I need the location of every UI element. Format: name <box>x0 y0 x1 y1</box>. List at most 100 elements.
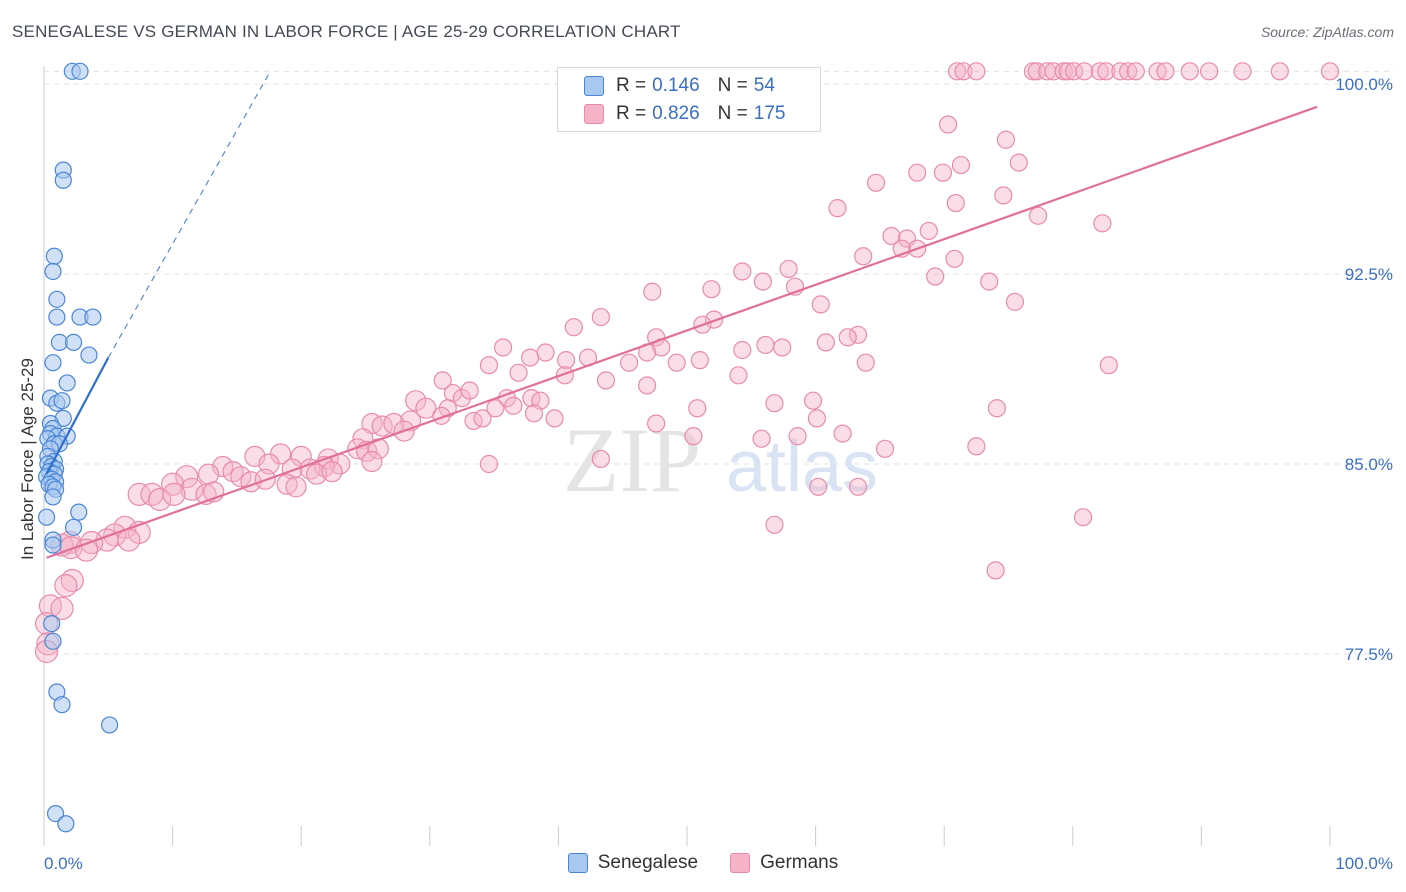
germans-point <box>647 414 666 433</box>
senegalese-point <box>44 354 62 372</box>
senegalese-point <box>43 614 61 633</box>
germans-point <box>638 376 657 395</box>
germans-point <box>926 267 945 286</box>
germans-point <box>1126 62 1145 81</box>
source-label: Source: ZipAtlas.com <box>1260 24 1394 40</box>
germans-point <box>1156 62 1175 81</box>
germans-point <box>967 62 986 81</box>
germans-point <box>729 366 748 385</box>
legend-label-senegalese: Senegalese <box>597 852 699 873</box>
legend-n-value: 54 <box>753 75 775 96</box>
germans-point <box>1200 62 1219 81</box>
germans-point <box>591 449 610 469</box>
germans-point <box>1023 62 1043 81</box>
germans-point <box>702 280 721 299</box>
germans-point <box>1118 62 1138 81</box>
legend-row-germans: R = 0.826 N = 175 <box>584 102 791 126</box>
senegalese-trend-line <box>45 357 110 475</box>
senegalese-point <box>37 508 56 526</box>
legend-n-value: 175 <box>753 103 786 124</box>
series-germans <box>34 62 1340 664</box>
germans-point <box>321 461 343 483</box>
germans-point <box>945 249 964 268</box>
watermark: ZIP atlas <box>563 409 878 511</box>
germans-point <box>954 62 973 81</box>
germans-point <box>509 363 528 382</box>
senegalese-point <box>84 308 102 326</box>
germans-point <box>838 328 857 347</box>
senegalese-point <box>53 696 71 714</box>
germans-point <box>1097 62 1116 81</box>
senegalese-point <box>100 716 119 734</box>
legend-label-germans: Germans <box>760 852 839 873</box>
germans-point <box>779 259 798 279</box>
germans-point <box>1099 356 1118 375</box>
germans-point <box>833 424 852 443</box>
germans-point <box>50 596 74 621</box>
germans-point <box>148 487 172 512</box>
germans-point <box>733 340 752 360</box>
germans-point <box>704 310 724 329</box>
germans-point <box>1093 214 1112 233</box>
germans-point <box>473 409 492 428</box>
germans-point <box>1075 62 1094 81</box>
senegalese-point <box>46 804 65 823</box>
correlation-legend: R = 0.146 N = 54 R = 0.826 N = 175 <box>557 67 821 132</box>
legend-swatch-senegalese <box>567 853 588 873</box>
germans-point <box>479 356 499 375</box>
germans-point <box>1044 62 1063 81</box>
germans-point <box>162 482 186 506</box>
germans-point <box>1005 292 1025 311</box>
legend-item-senegalese: Senegalese <box>567 852 699 874</box>
germans-point <box>967 437 986 456</box>
y-tick-label: 100.0% <box>1335 75 1393 94</box>
senegalese-point <box>44 262 62 281</box>
germans-point <box>690 351 709 370</box>
germans-point <box>753 272 772 291</box>
germans-trend-line <box>46 105 1318 559</box>
legend-item-germans: Germans <box>730 852 838 874</box>
trend-lines <box>45 71 1318 559</box>
chart-title: SENEGALESE VS GERMAN IN LABOR FORCE | AG… <box>12 22 681 41</box>
germans-point <box>848 477 868 496</box>
tick-labels: 77.5% 85.0% 92.5% 100.0% 0.0% 100.0% <box>44 75 1393 873</box>
germans-point <box>1090 62 1109 81</box>
germans-point <box>882 226 901 246</box>
germans-point <box>198 463 220 485</box>
germans-point <box>1320 62 1340 81</box>
germans-point <box>807 409 826 428</box>
germans-point <box>620 353 639 372</box>
legend-row-senegalese: R = 0.146 N = 54 <box>584 74 781 98</box>
series-legend: Senegalese Germans <box>0 852 1406 874</box>
senegalese-point <box>58 374 76 392</box>
senegalese-point <box>44 536 62 554</box>
germans-point <box>752 429 771 448</box>
germans-point <box>986 561 1005 580</box>
y-axis-label: In Labor Force | Age 25-29 <box>18 358 37 560</box>
legend-swatch-germans <box>730 853 751 873</box>
germans-point <box>557 351 576 370</box>
germans-point <box>591 307 610 327</box>
y-tick-label: 77.5% <box>1345 645 1393 664</box>
senegalese-point <box>44 488 62 506</box>
germans-point <box>765 394 784 413</box>
germans-point <box>866 173 886 192</box>
germans-point <box>908 163 927 182</box>
germans-point <box>811 295 830 314</box>
series-senegalese <box>37 62 119 833</box>
germans-point <box>816 333 835 352</box>
senegalese-point <box>54 171 72 189</box>
legend-n-label: N = <box>717 103 748 124</box>
germans-point <box>756 335 775 355</box>
germans-point <box>1073 508 1093 527</box>
germans-point <box>1270 62 1289 81</box>
germans-point <box>285 476 307 498</box>
germans-point <box>1111 62 1130 81</box>
germans-point <box>1064 62 1084 81</box>
senegalese-point <box>48 308 66 326</box>
germans-point <box>987 399 1007 418</box>
germans-point <box>276 473 298 495</box>
germans-point <box>504 396 523 415</box>
germans-point <box>494 338 513 357</box>
